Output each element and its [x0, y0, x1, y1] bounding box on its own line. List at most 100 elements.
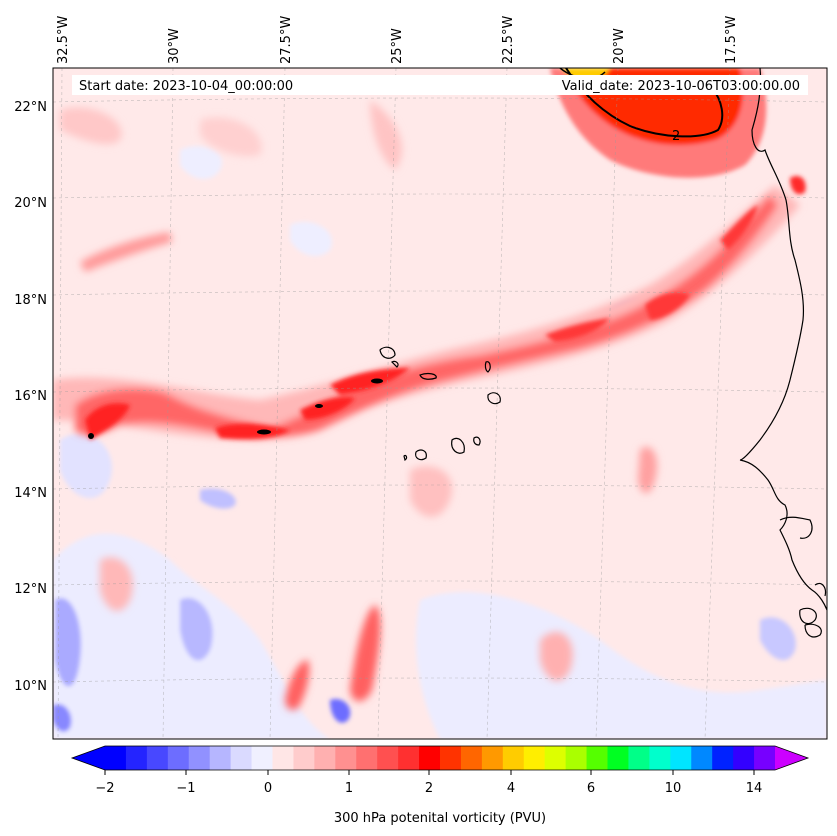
meridian	[377, 68, 397, 739]
colorbar-swatch	[105, 746, 127, 770]
pv-band	[638, 446, 658, 494]
lat-label: 18°N	[14, 293, 47, 308]
pv-band	[200, 117, 262, 157]
colorbar-swatch	[377, 746, 399, 770]
contour-label: 2	[672, 129, 680, 144]
negative-pv-region	[416, 592, 827, 739]
colorbar-swatch	[460, 746, 483, 770]
cb-tick-label: −1	[176, 781, 195, 796]
pv-contour-dot	[315, 404, 323, 408]
colorbar-swatch	[335, 746, 357, 770]
colorbar-swatch	[293, 746, 315, 770]
island	[390, 360, 399, 368]
negative-pv-region	[760, 617, 796, 661]
coastlines	[739, 68, 827, 638]
pv-contour-dot	[257, 429, 271, 435]
island	[403, 454, 408, 461]
colorbar-swatch	[565, 746, 588, 770]
colorbar-swatch	[649, 746, 671, 770]
lat-label: 22°N	[14, 100, 47, 115]
coast-inlet	[779, 516, 813, 539]
pv-max-streak	[215, 423, 290, 440]
parallel	[53, 677, 827, 683]
africa-coastline	[739, 68, 827, 611]
colorbar-swatch	[419, 746, 441, 770]
pv-max-streak	[720, 205, 758, 250]
colorbar-swatch	[209, 746, 232, 770]
pv-contour-dot	[88, 433, 94, 439]
colorbar-extend-max	[775, 746, 808, 770]
island	[415, 449, 427, 461]
map-frame	[52, 67, 828, 740]
meridian	[269, 68, 286, 739]
cb-tick-label: 2	[425, 781, 433, 796]
pv-contour-dot	[371, 378, 383, 384]
pv-2-contour	[565, 68, 724, 138]
lon-label: 30°W	[167, 28, 182, 64]
colorbar-swatch	[314, 746, 336, 770]
colorbar-swatch	[481, 746, 504, 770]
colorbar-swatch	[125, 746, 148, 770]
lon-label: 32.5°W	[56, 16, 71, 64]
colorbar-swatch	[272, 746, 295, 770]
lon-label: 27.5°W	[279, 16, 294, 64]
colorbar-swatch	[586, 746, 609, 770]
pv-band	[80, 232, 172, 272]
colorbar-tick-labels: −2 −1 0 1 2 4 6 10 14	[95, 781, 762, 796]
cb-tick-label: 0	[264, 781, 272, 796]
pv-small-contours	[88, 378, 383, 439]
meridian	[704, 68, 731, 739]
cb-tick-label: 10	[665, 781, 682, 796]
longitude-labels: 32.5°W 30°W 27.5°W 25°W 22.5°W 20°W 17.5…	[56, 16, 739, 64]
pv-max-streak	[545, 318, 610, 342]
meridian	[486, 68, 508, 739]
lat-label: 12°N	[14, 582, 47, 597]
cb-tick-label: −2	[95, 781, 114, 796]
negative-pv-region	[200, 488, 236, 509]
colorbar: −2 −1 0 1 2 4 6 10 14 300 hPa potenital …	[70, 745, 810, 826]
cb-tick-label: 1	[345, 781, 353, 796]
pv-max-streak	[300, 397, 355, 420]
island	[487, 392, 501, 405]
colorbar-swatch	[188, 746, 211, 770]
colorbar-swatches	[105, 746, 776, 770]
island	[451, 437, 465, 454]
pv-max-streak	[85, 403, 130, 440]
parallel	[53, 97, 827, 103]
colorbar-swatch	[691, 746, 713, 770]
negative-pv-region	[330, 699, 351, 723]
island	[379, 346, 396, 359]
coast-inlet	[814, 582, 827, 597]
pv-max-streak	[330, 368, 410, 395]
colorbar-swatch	[607, 746, 630, 770]
gridlines	[53, 68, 827, 739]
colorbar-extend-min	[72, 746, 105, 770]
parallel	[53, 580, 827, 586]
pv-band	[100, 557, 133, 611]
colorbar-swatch	[167, 746, 190, 770]
parallel	[53, 484, 827, 490]
negative-pv-region	[60, 433, 112, 499]
colorbar-swatch	[146, 746, 169, 770]
colorbar-swatch	[754, 746, 776, 770]
lat-label: 14°N	[14, 486, 47, 501]
colorbar-swatch	[251, 746, 274, 770]
colorbar-title: 300 hPa potenital vorticity (PVU)	[334, 811, 546, 826]
lon-label: 20°W	[612, 28, 627, 64]
colorbar-swatch	[230, 746, 253, 770]
colorbar-swatch	[712, 746, 734, 770]
pv-band	[60, 107, 122, 145]
date-header-box	[72, 75, 808, 95]
pv-band	[540, 631, 573, 681]
pv-band	[410, 466, 452, 517]
pv-band	[350, 605, 381, 702]
colorbar-swatch	[356, 746, 378, 770]
cb-tick-label: 6	[587, 781, 595, 796]
negative-pv-region	[180, 146, 222, 180]
lat-label: 10°N	[14, 679, 47, 694]
colorbar-swatch	[544, 746, 567, 770]
negative-pv-region	[55, 598, 81, 687]
colorbar-swatch	[398, 746, 420, 770]
colorbar-swatch	[502, 746, 525, 770]
meridian	[57, 68, 63, 739]
